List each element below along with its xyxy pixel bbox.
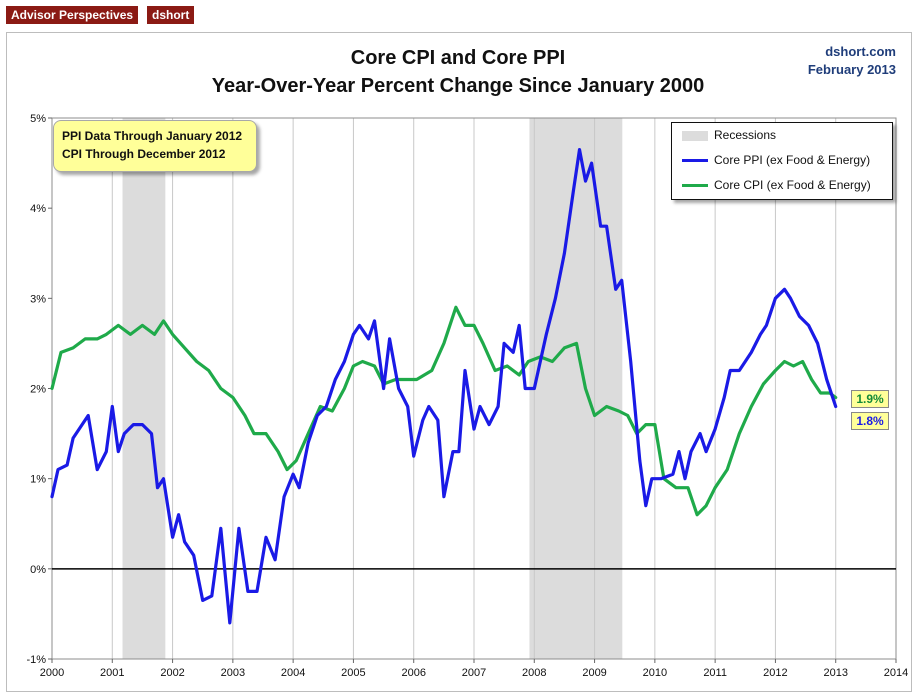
chart-subtitle: Year-Over-Year Percent Change Since Janu…	[211, 75, 705, 97]
legend-item-ppi: Core PPI (ex Food & Energy)	[682, 150, 870, 170]
series-line-core-ppi	[50, 148, 838, 625]
recession-band-0	[122, 118, 166, 659]
x-tick-label-2005: 2005	[341, 667, 365, 679]
series-line-core-cpi	[50, 305, 838, 517]
x-tick-label-2002: 2002	[160, 667, 184, 679]
chart-title: Core CPI and Core PPI	[350, 47, 566, 69]
x-tick-label-2009: 2009	[582, 667, 606, 679]
badge-dshort: dshort	[147, 6, 195, 24]
legend-item-cpi: Core CPI (ex Food & Energy)	[682, 175, 871, 195]
legend-label-recessions: Recessions	[714, 128, 777, 142]
recession-band-1	[529, 118, 623, 659]
y-tick-label-3: 2%	[30, 384, 46, 396]
data-note: PPI Data Through January 2012 CPI Throug…	[53, 120, 257, 172]
source-date: February 2013	[807, 62, 896, 77]
note-line-ppi: PPI Data Through January 2012	[62, 129, 243, 143]
y-tick-label-5: 4%	[30, 203, 46, 215]
y-tick-label-6: 5%	[30, 113, 46, 125]
source-site: dshort.com	[825, 44, 896, 59]
x-tick-label-2006: 2006	[401, 667, 425, 679]
x-tick-label-2010: 2010	[643, 667, 667, 679]
y-tick-label-0: -1%	[26, 654, 46, 666]
y-tick-label-4: 3%	[30, 293, 46, 305]
end-label-ppi: 1.8%	[851, 412, 889, 430]
x-tick-label-2000: 2000	[40, 667, 64, 679]
x-tick-label-2007: 2007	[462, 667, 486, 679]
x-tick-label-2013: 2013	[823, 667, 847, 679]
x-tick-label-2012: 2012	[763, 667, 787, 679]
y-tick-label-2: 1%	[30, 474, 46, 486]
note-line-cpi: CPI Through December 2012	[62, 147, 226, 161]
legend-swatch-ppi	[682, 159, 708, 163]
x-tick-label-2003: 2003	[221, 667, 245, 679]
y-tick-label-1: 0%	[30, 564, 46, 576]
end-label-cpi: 1.9%	[851, 390, 889, 408]
legend-item-recessions: Recessions	[682, 125, 776, 145]
badge-advisor-perspectives: Advisor Perspectives	[6, 6, 139, 24]
legend: Recessions Core PPI (ex Food & Energy) C…	[671, 122, 893, 200]
legend-label-ppi: Core PPI (ex Food & Energy)	[714, 153, 871, 167]
x-tick-label-2001: 2001	[100, 667, 124, 679]
legend-swatch-cpi	[682, 184, 708, 188]
legend-label-cpi: Core CPI (ex Food & Energy)	[714, 178, 871, 192]
x-tick-label-2014: 2014	[884, 667, 908, 679]
x-tick-label-2004: 2004	[281, 667, 305, 679]
x-tick-label-2008: 2008	[522, 667, 546, 679]
legend-swatch-recessions	[682, 130, 708, 141]
x-tick-label-2011: 2011	[703, 667, 727, 679]
